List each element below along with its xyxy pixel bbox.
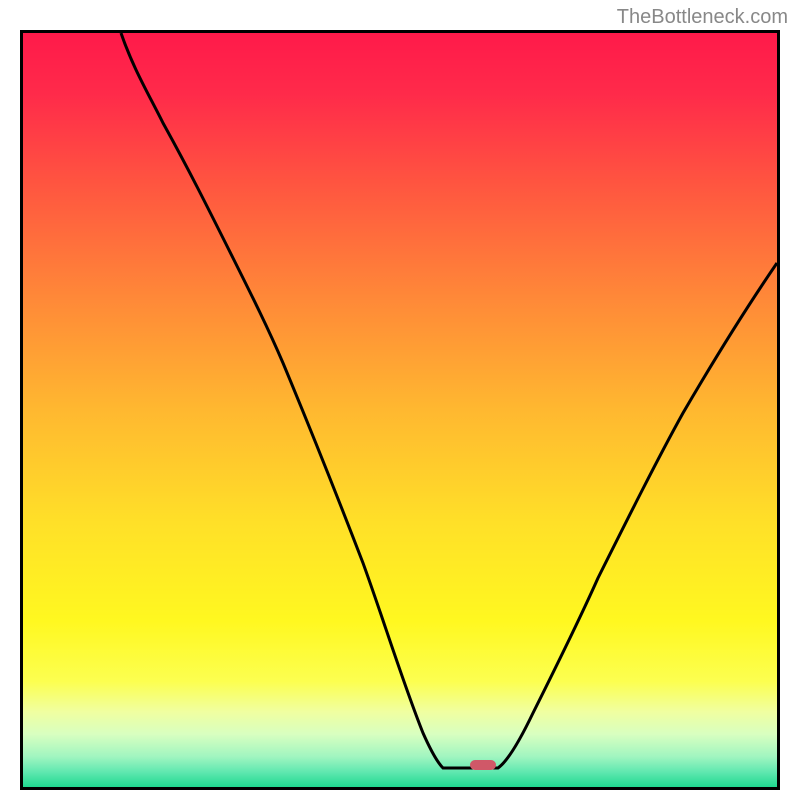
chart-container: TheBottleneck.com: [0, 0, 800, 800]
bottleneck-curve: [121, 33, 777, 768]
chart-plot-area: [20, 30, 780, 790]
minimum-marker: [470, 760, 496, 770]
curve-overlay: [23, 33, 777, 787]
watermark-text: TheBottleneck.com: [617, 6, 788, 29]
